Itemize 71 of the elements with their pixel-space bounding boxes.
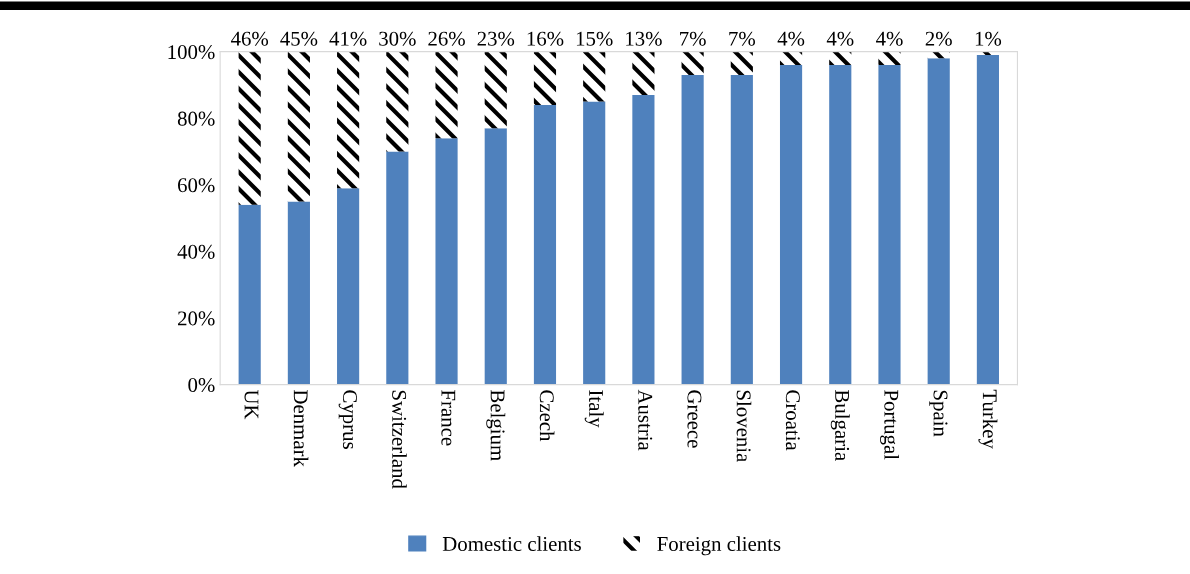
bar (681, 74, 704, 385)
bar (386, 51, 409, 152)
x-tick-label: Bulgaria (830, 390, 850, 461)
bar (337, 188, 360, 385)
x-tick-label: France (441, 390, 456, 446)
x-tick-label: UK (244, 389, 259, 420)
x-tick-label: Spain (929, 390, 948, 437)
bar (386, 151, 409, 385)
bar (681, 51, 704, 75)
legend-label: Foreign clients (657, 536, 781, 556)
bar (779, 64, 803, 385)
data-label: 26% (428, 31, 465, 46)
bar (238, 204, 261, 385)
x-tick-label: Denmark (293, 390, 309, 467)
data-label: 4% (826, 31, 854, 46)
x-tick-label: Greece (687, 390, 702, 448)
data-label: 46% (230, 31, 269, 46)
data-label: 13% (626, 31, 662, 46)
bar (533, 104, 557, 385)
bar (583, 101, 606, 385)
bar (976, 54, 999, 385)
data-label: 2% (925, 31, 952, 46)
bar (829, 51, 852, 65)
y-tick-label: 0% (188, 377, 215, 393)
data-label: 1% (975, 31, 1002, 46)
bar (435, 51, 458, 139)
bar (730, 74, 753, 385)
bar (238, 51, 261, 205)
x-tick-label: Portugal (880, 390, 899, 460)
bar (435, 138, 458, 385)
x-tick-label: Croatia (785, 390, 800, 451)
data-label: 15% (576, 31, 613, 46)
data-label: 41% (329, 31, 367, 46)
bar (632, 94, 655, 385)
data-label: 16% (527, 31, 564, 46)
y-tick-label: 80% (177, 111, 215, 126)
data-label: 7% (729, 31, 756, 46)
bar (878, 51, 901, 65)
y-tick-label: 40% (177, 244, 215, 259)
bar (287, 51, 310, 202)
bar (730, 51, 753, 75)
data-label: 4% (777, 31, 805, 46)
y-tick-label: 60% (178, 178, 215, 193)
bar (484, 128, 507, 385)
data-label: 4% (876, 31, 903, 46)
x-tick-label: Turkey (978, 389, 998, 449)
y-tick-label: 100% (168, 45, 215, 60)
bar (533, 51, 557, 105)
bar (484, 51, 507, 129)
bar (927, 51, 950, 59)
x-tick-label: Italy (584, 390, 604, 428)
x-tick-label: Slovenia (736, 390, 752, 463)
data-label: 45% (280, 31, 318, 46)
data-label: 7% (680, 31, 706, 46)
data-label: 30% (379, 31, 416, 46)
bar (287, 201, 310, 385)
bar (632, 51, 655, 95)
bar (583, 51, 606, 102)
legend-label: Domestic clients (442, 536, 581, 551)
bar (927, 58, 950, 385)
x-tick-label: Belgium (486, 390, 506, 461)
x-tick-label: Cyprus (338, 390, 357, 449)
bar (878, 64, 901, 385)
bar (829, 64, 852, 385)
bar (337, 51, 360, 189)
x-tick-label: Czech (539, 390, 555, 442)
y-tick-label: 20% (178, 311, 215, 326)
x-tick-label: Switzerland (392, 390, 407, 489)
x-tick-label: Austria (638, 389, 653, 451)
data-label: 23% (477, 31, 515, 46)
bar (779, 51, 803, 65)
